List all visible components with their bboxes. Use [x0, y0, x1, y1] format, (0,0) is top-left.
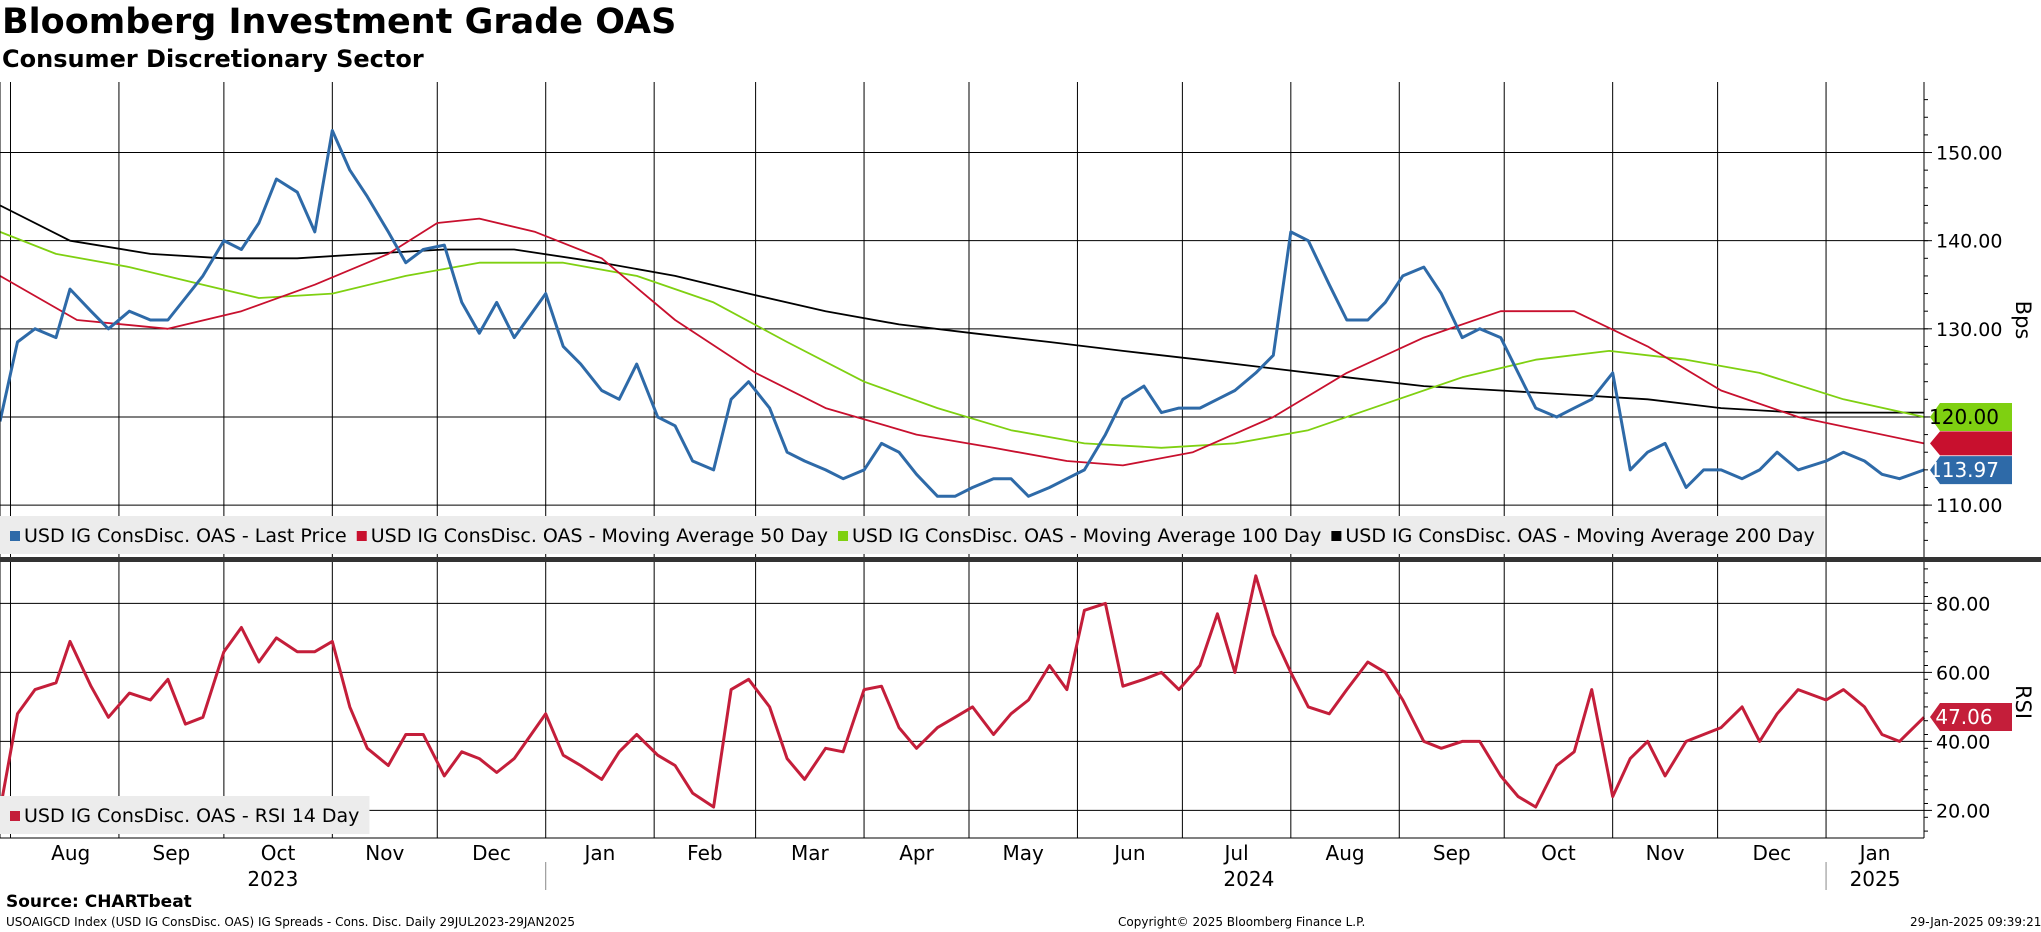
lower-y-tick-label: 40.00 — [1936, 731, 1990, 753]
x-month-label: Aug — [1326, 841, 1365, 865]
legend-swatch — [10, 531, 20, 541]
x-month-label: Apr — [899, 841, 934, 865]
panel-divider — [0, 557, 2041, 562]
footer-copyright-text: Copyright© 2025 Bloomberg Finance L.P. — [1118, 915, 1366, 929]
legend-swatch — [10, 811, 20, 821]
rsi-last-value-tag: 47.06 — [1930, 703, 2012, 732]
x-month-label: May — [1003, 841, 1045, 865]
last-value-tag-label: 120.00 — [1929, 405, 1999, 429]
legend-entry-label: USD IG ConsDisc. OAS - RSI 14 Day — [24, 805, 359, 827]
x-year-label: 2023 — [247, 867, 298, 891]
legend-entry-label: USD IG ConsDisc. OAS - Moving Average 50… — [371, 525, 828, 547]
legend-entry-label: USD IG ConsDisc. OAS - Last Price — [24, 525, 347, 547]
legend-entry-label: USD IG ConsDisc. OAS - Moving Average 20… — [1345, 525, 1814, 547]
x-month-label: Sep — [153, 841, 191, 865]
legend-swatch — [1331, 531, 1342, 541]
rsi-line — [0, 574, 1926, 811]
x-month-label: Jul — [1223, 841, 1249, 865]
legend-swatch — [356, 531, 367, 541]
legends: USD IG ConsDisc. OAS - Last Price USD IG … — [0, 516, 1825, 834]
lower-y-tick-label: 80.00 — [1936, 593, 1990, 615]
upper-y-tick-label: 130.00 — [1936, 319, 2002, 341]
ma200-line — [0, 204, 1924, 414]
ma50-line — [0, 217, 1925, 467]
last-value-tag-shape — [1930, 402, 2012, 431]
last-value-tag-shape — [1930, 703, 2012, 732]
ma100-last-value-tag: 120.00 — [1929, 402, 2012, 431]
legend-entry-label: USD IG ConsDisc. OAS - Moving Average 10… — [852, 525, 1321, 547]
last-value-tag-shape — [1930, 456, 2012, 485]
x-month-label: Dec — [1752, 841, 1791, 865]
legend-swatch — [838, 531, 849, 541]
axes: 110.00 120.00 130.00 140.00 150.00 20.00 40.00… — [0, 82, 2041, 891]
upper-y-tick-label: 110.00 — [1936, 495, 2002, 517]
lower-panel-series — [0, 574, 1926, 811]
x-month-label: Nov — [1646, 841, 1685, 865]
legend-background — [0, 516, 1825, 554]
upper-y-tick-label: 150.00 — [1936, 143, 2002, 165]
x-month-label: Jan — [1858, 841, 1891, 865]
legend-background — [0, 796, 370, 834]
x-year-label: 2024 — [1223, 867, 1274, 891]
x-month-label: Jan — [583, 841, 616, 865]
x-year-label: 2025 — [1850, 867, 1901, 891]
x-month-label: Jun — [1112, 841, 1145, 865]
x-month-label: Mar — [791, 841, 830, 865]
x-month-label: Oct — [261, 841, 296, 865]
lower-y-tick-label: 60.00 — [1936, 662, 1990, 684]
last-value-tag-label: 47.06 — [1935, 705, 1992, 729]
x-month-label: Feb — [687, 841, 722, 865]
footer-left-text: USOAIGCD Index (USD IG ConsDisc. OAS) IG… — [6, 915, 575, 929]
upper-legend: USD IG ConsDisc. OAS - Last Price USD IG … — [0, 516, 1825, 554]
chart-subtitle: Consumer Discretionary Sector — [2, 45, 424, 73]
x-month-label: Dec — [472, 841, 511, 865]
lower-y-tick-label: 20.00 — [1936, 800, 1990, 822]
last-price-value-tag: 113.97 — [1929, 456, 2012, 485]
x-month-label: Sep — [1433, 841, 1471, 865]
last-value-tag-label: 113.97 — [1929, 458, 1999, 482]
upper-y-tick-label: 140.00 — [1936, 231, 2002, 253]
chart-title: Bloomberg Investment Grade OAS — [2, 2, 677, 42]
lower-axis-title: RSI — [2011, 685, 2035, 719]
lower-legend: USD IG ConsDisc. OAS - RSI 14 Day — [0, 796, 370, 834]
upper-axis-title: Bps — [2011, 301, 2035, 340]
last-price-line — [0, 129, 1925, 498]
footer-timestamp-text: 29-Jan-2025 09:39:21 — [1910, 915, 2041, 929]
ma50-last-marker — [1930, 431, 2012, 456]
x-month-label: Aug — [51, 841, 90, 865]
upper-panel-grid — [0, 82, 1924, 558]
source-label: Source: CHARTbeat — [6, 892, 192, 912]
x-month-label: Oct — [1541, 841, 1576, 865]
last-value-tags: 120.00 113.97 47.06 — [1929, 402, 2012, 732]
x-month-label: Nov — [365, 841, 404, 865]
upper-panel-series — [0, 129, 1925, 498]
